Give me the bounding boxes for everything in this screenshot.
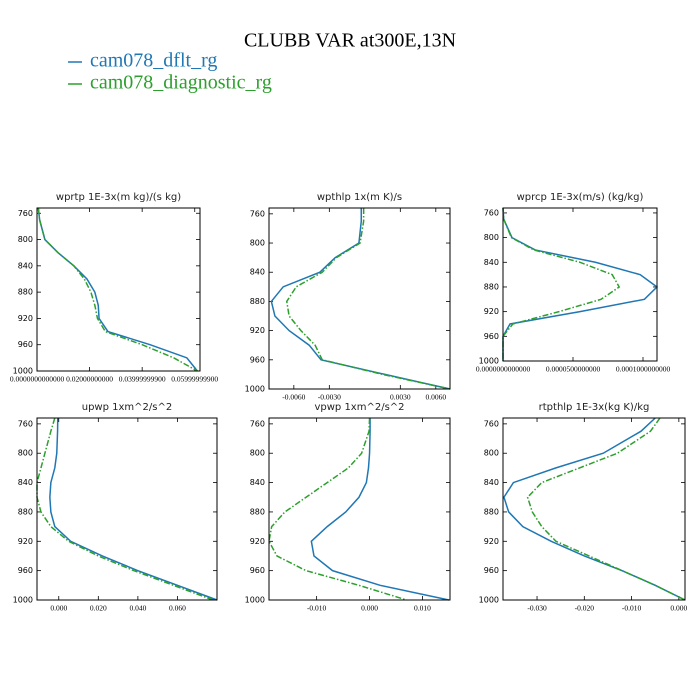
y-tick-label: 1000 <box>245 596 265 605</box>
y-tick-label: 760 <box>484 208 499 217</box>
y-tick-label: 840 <box>484 478 499 487</box>
profile-line <box>49 417 218 601</box>
profile-line <box>526 417 686 601</box>
panel-title: upwp 1xm^2/s^2 <box>82 402 172 413</box>
profile-line <box>503 417 686 601</box>
plot-frame <box>268 417 451 601</box>
y-tick-label: 1000 <box>479 357 499 366</box>
legend-label: cam078_dflt_rg <box>90 50 217 72</box>
plot-frame <box>36 207 201 372</box>
panel-title: vpwp 1xm^2/s^2 <box>314 402 404 413</box>
y-tick-label: 1000 <box>245 385 265 394</box>
y-tick-label: 800 <box>18 449 33 458</box>
y-tick-label: 920 <box>18 314 33 323</box>
y-tick-label: 800 <box>18 235 33 244</box>
y-tick-label: 960 <box>18 566 33 575</box>
y-tick-label: 960 <box>18 340 33 349</box>
profile-line <box>268 417 407 601</box>
x-tick-label: -0.010 <box>307 604 327 613</box>
panel-title: wprtp 1E-3x(m kg)/(s kg) <box>56 192 181 203</box>
profile-line <box>37 207 198 372</box>
x-tick-label: 0.020 <box>90 604 107 613</box>
y-tick-label: 760 <box>18 209 33 218</box>
x-tick-label: 0.000 <box>50 604 67 613</box>
y-tick-label: 880 <box>18 288 33 297</box>
y-tick-label: 800 <box>250 239 265 248</box>
panel-title: wpthlp 1x(m K)/s <box>317 192 402 203</box>
x-tick-label: 0.060 <box>169 604 186 613</box>
y-tick-label: 760 <box>484 419 499 428</box>
plot-frame <box>268 207 451 390</box>
x-tick-label: 0.040 <box>129 604 146 613</box>
y-tick-label: 880 <box>484 507 499 516</box>
y-tick-label: 1000 <box>479 596 499 605</box>
y-tick-label: 960 <box>250 566 265 575</box>
y-tick-label: 840 <box>18 261 33 270</box>
profile-line <box>36 417 214 601</box>
panel-title: rtpthlp 1E-3x(kg K)/kg <box>539 402 650 413</box>
x-tick-label: 0.03999999900 <box>119 375 166 384</box>
y-tick-label: 840 <box>18 478 33 487</box>
y-tick-label: 840 <box>250 478 265 487</box>
y-tick-label: 840 <box>484 258 499 267</box>
y-tick-label: 920 <box>484 307 499 316</box>
y-tick-label: 840 <box>250 268 265 277</box>
x-tick-label: 0.0000000000000 <box>10 375 65 384</box>
x-tick-label: 0.0000500000000 <box>546 365 601 374</box>
profile-line <box>502 207 621 361</box>
x-tick-label: -0.0060 <box>282 393 305 402</box>
panel-title: wprcp 1E-3x(m/s) (kg/kg) <box>517 192 644 203</box>
x-tick-label: 0.000 <box>670 604 687 613</box>
y-tick-label: 880 <box>18 507 33 516</box>
x-tick-label: 0.0001000000000 <box>616 365 671 374</box>
y-tick-label: 960 <box>250 355 265 364</box>
y-tick-label: 880 <box>250 297 265 306</box>
x-tick-label: 0.0060 <box>425 393 446 402</box>
profile-line <box>285 208 451 390</box>
y-tick-label: 760 <box>250 209 265 218</box>
y-tick-label: 960 <box>484 332 499 341</box>
x-tick-label: 0.010 <box>414 604 431 613</box>
x-tick-label: -0.0030 <box>318 393 341 402</box>
y-tick-label: 880 <box>484 282 499 291</box>
y-tick-label: 960 <box>484 566 499 575</box>
y-tick-label: 880 <box>250 507 265 516</box>
y-tick-label: 920 <box>250 537 265 546</box>
figure-title: CLUBB VAR at300E,13N <box>244 30 456 52</box>
x-tick-label: 0.0000000000000 <box>476 365 531 374</box>
y-tick-label: 1000 <box>13 367 33 376</box>
plot-frame <box>36 417 218 601</box>
y-tick-label: 760 <box>18 419 33 428</box>
legend-label: cam078_diagnostic_rg <box>90 72 272 94</box>
plot-frame <box>502 417 686 601</box>
x-tick-label: -0.030 <box>527 604 547 613</box>
x-tick-label: -0.010 <box>622 604 642 613</box>
y-tick-label: 800 <box>484 233 499 242</box>
x-tick-label: 0.0030 <box>390 393 411 402</box>
y-tick-label: 920 <box>484 537 499 546</box>
y-tick-label: 1000 <box>13 596 33 605</box>
y-tick-label: 920 <box>250 326 265 335</box>
x-tick-label: 0.000 <box>361 604 378 613</box>
y-tick-label: 920 <box>18 537 33 546</box>
y-tick-label: 760 <box>250 419 265 428</box>
plot-frame <box>502 207 658 362</box>
x-tick-label: 0.05999999900 <box>171 375 218 384</box>
x-tick-label: -0.020 <box>575 604 595 613</box>
profile-line <box>310 418 450 601</box>
y-tick-label: 800 <box>250 449 265 458</box>
y-tick-label: 800 <box>484 449 499 458</box>
x-tick-label: 0.02000000000 <box>66 375 113 384</box>
